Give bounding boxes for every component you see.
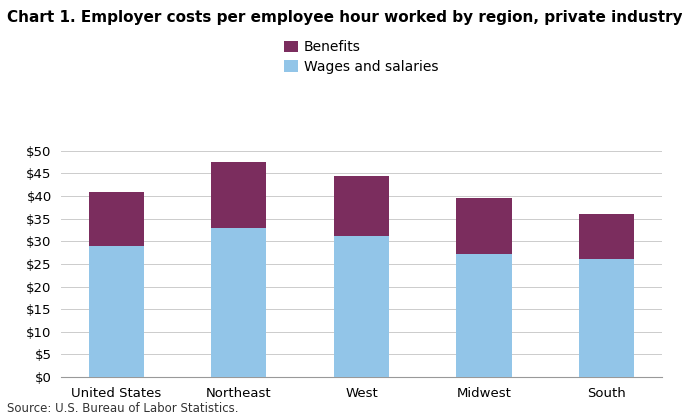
Text: Source: U.S. Bureau of Labor Statistics.: Source: U.S. Bureau of Labor Statistics. — [7, 402, 238, 415]
Bar — [579, 214, 634, 259]
Bar — [334, 236, 389, 377]
Bar — [89, 192, 144, 246]
Bar — [211, 162, 267, 228]
Legend: Benefits, Wages and salaries: Benefits, Wages and salaries — [284, 40, 439, 74]
Bar — [456, 253, 512, 377]
Bar — [211, 228, 267, 377]
Bar — [334, 176, 389, 236]
Text: Chart 1. Employer costs per employee hour worked by region, private industry, Ju: Chart 1. Employer costs per employee hou… — [7, 10, 682, 26]
Bar — [456, 198, 512, 253]
Bar — [89, 246, 144, 377]
Bar — [579, 259, 634, 377]
